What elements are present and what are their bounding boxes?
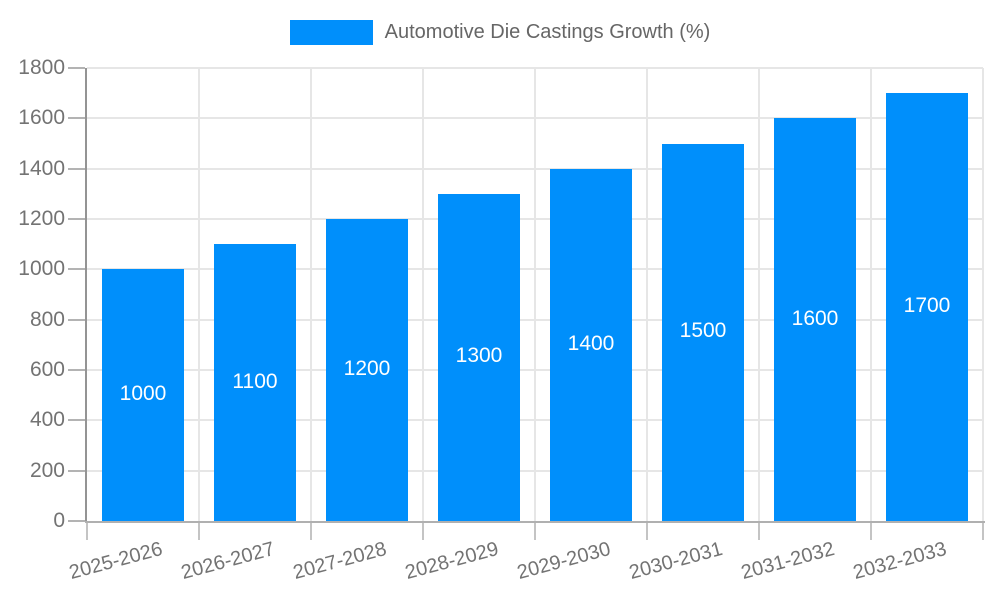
y-axis-line bbox=[85, 68, 87, 523]
bar[interactable]: 1400 bbox=[550, 168, 632, 521]
x-tick bbox=[758, 523, 760, 540]
bar[interactable]: 1600 bbox=[774, 118, 856, 521]
bar[interactable]: 1000 bbox=[102, 269, 184, 521]
gridline-v bbox=[422, 68, 424, 521]
x-tick bbox=[422, 523, 424, 540]
x-tick bbox=[198, 523, 200, 540]
y-tick bbox=[68, 419, 85, 422]
x-tick bbox=[982, 523, 984, 540]
gridline-v bbox=[758, 68, 760, 521]
y-axis-label: 1600 bbox=[18, 106, 65, 130]
bar-value-label: 1200 bbox=[343, 357, 391, 380]
legend-label: Automotive Die Castings Growth (%) bbox=[384, 21, 711, 43]
gridline-v bbox=[198, 68, 200, 521]
bar-value-label: 1100 bbox=[232, 369, 278, 393]
y-tick bbox=[68, 369, 85, 371]
y-axis-label: 1000 bbox=[18, 257, 65, 281]
y-axis-label: 1800 bbox=[18, 56, 65, 79]
y-axis-label: 0 bbox=[53, 509, 65, 532]
legend: Automotive Die Castings Growth (%) bbox=[0, 20, 1000, 45]
x-tick bbox=[86, 523, 88, 540]
y-tick bbox=[68, 67, 85, 69]
bar-value-label: 1000 bbox=[119, 382, 167, 406]
bar[interactable]: 1300 bbox=[438, 193, 520, 521]
plot-area: 0 200 400 600 800 1000 1200 1400 1600 1800 1000 110… bbox=[18, 56, 985, 584]
gridline-v bbox=[870, 68, 872, 521]
y-axis-label: 1200 bbox=[18, 207, 65, 230]
bar[interactable]: 1700 bbox=[886, 93, 968, 521]
y-tick bbox=[68, 469, 85, 472]
x-axis-line bbox=[85, 521, 985, 523]
bar-value-label: 1600 bbox=[791, 306, 839, 330]
x-tick bbox=[534, 523, 536, 540]
bar[interactable]: 1500 bbox=[662, 143, 744, 521]
bar-value-label: 1400 bbox=[567, 331, 615, 355]
gridline-v bbox=[646, 68, 648, 521]
y-axis-label: 200 bbox=[29, 458, 65, 482]
y-tick bbox=[68, 318, 85, 321]
x-tick bbox=[310, 523, 312, 540]
bar-value-label: 1500 bbox=[679, 319, 727, 343]
gridline-v bbox=[310, 68, 312, 521]
bar-value-label: 1700 bbox=[903, 294, 951, 318]
y-tick bbox=[68, 268, 85, 271]
y-axis-label: 400 bbox=[29, 408, 65, 432]
y-tick bbox=[68, 520, 85, 522]
legend-swatch-icon bbox=[289, 20, 373, 45]
x-tick bbox=[646, 523, 648, 540]
y-tick bbox=[68, 167, 85, 170]
gridline-v bbox=[534, 68, 536, 521]
legend-item[interactable]: Automotive Die Castings Growth (%) bbox=[289, 20, 711, 45]
y-axis-label: 1400 bbox=[18, 156, 65, 180]
x-tick bbox=[870, 523, 872, 540]
gridline-v bbox=[982, 68, 984, 521]
bar[interactable]: 1100 bbox=[214, 244, 296, 521]
bar-value-label: 1300 bbox=[455, 344, 503, 368]
y-axis-label: 600 bbox=[29, 358, 65, 381]
y-tick bbox=[68, 117, 85, 120]
y-axis-label: 800 bbox=[29, 307, 65, 331]
y-tick bbox=[68, 218, 85, 220]
bar[interactable]: 1200 bbox=[326, 219, 408, 521]
